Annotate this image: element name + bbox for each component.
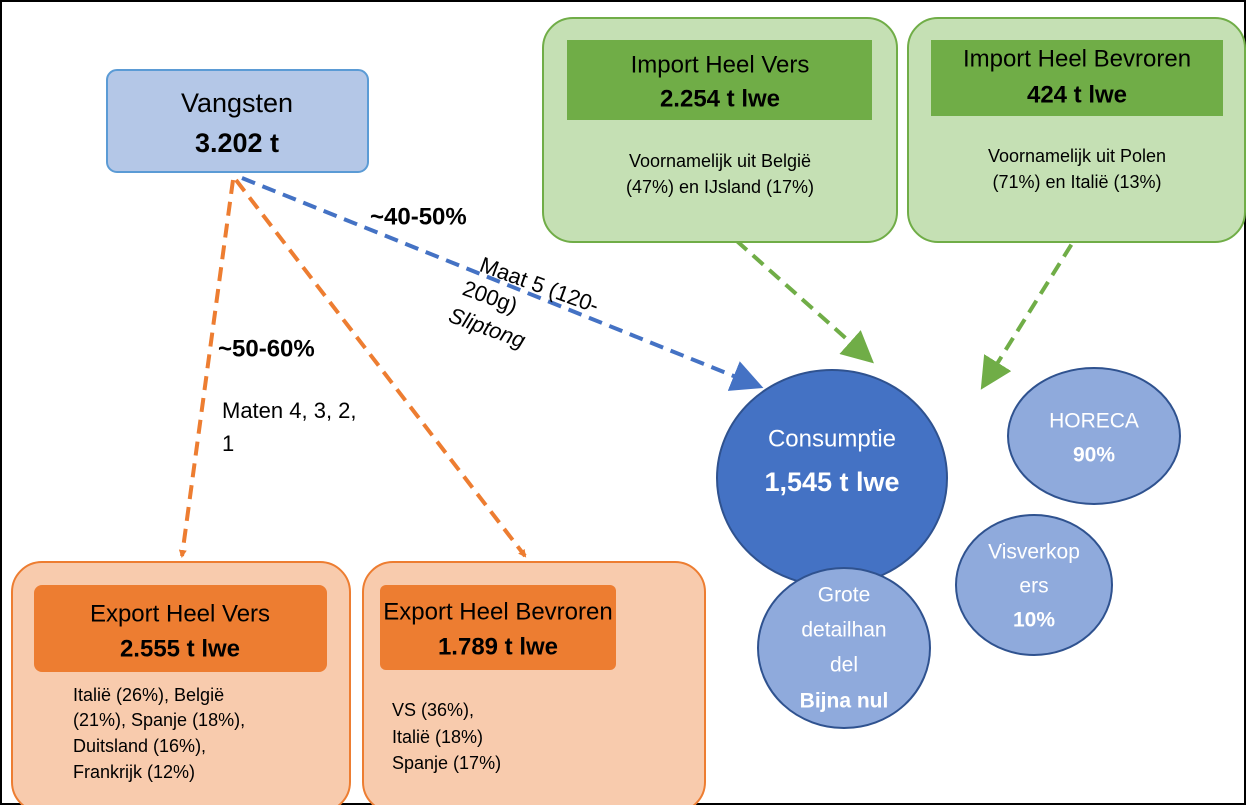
node-ellipse [1007, 367, 1181, 505]
node-ellipse [955, 514, 1113, 656]
node-note: Voornamelijk uit Polen [988, 146, 1166, 166]
edge-share: ~40-50% [370, 203, 467, 230]
arrow [234, 178, 527, 558]
node-value: 10% [1013, 609, 1055, 632]
note-line: Frankrijk (12%) [73, 762, 195, 782]
edge-share: ~50-60% [218, 335, 315, 362]
node-title: Vangsten [181, 88, 293, 118]
arrow [178, 179, 235, 558]
node-note: (47%) en IJsland (17%) [626, 177, 814, 197]
arrow [718, 224, 874, 364]
edge-label-line: Maten 4, 3, 2, [222, 398, 357, 423]
node-value: 90% [1073, 444, 1115, 467]
note-line: (21%), Spanje (18%), [73, 710, 245, 730]
node-value: Bijna nul [800, 690, 889, 713]
node-title: Consumptie [768, 425, 896, 452]
note-line: Spanje (17%) [392, 753, 501, 773]
note-line: VS (36%), [392, 700, 474, 720]
node-title: Import Heel Bevroren [963, 45, 1191, 72]
node-box [106, 69, 369, 173]
edge-label-line: 1 [222, 431, 234, 456]
node-title: Import Heel Vers [631, 51, 810, 78]
node-header [567, 40, 872, 120]
node-note: Voornamelijk uit België [629, 151, 811, 171]
node-header [34, 585, 327, 672]
node-title: Export Heel Bevroren [383, 598, 612, 625]
note-line: Duitsland (16%), [73, 736, 206, 756]
node-header [931, 40, 1223, 116]
node-header [380, 585, 616, 670]
node-value: 1.789 t lwe [438, 633, 558, 660]
note-line: Italië (26%), België [73, 685, 224, 705]
node-value: 2.254 t lwe [660, 85, 780, 112]
node-note: (71%) en Italië (13%) [992, 172, 1161, 192]
node-ellipse [757, 567, 931, 729]
node-title: ers [1019, 575, 1048, 598]
node-title: Visverkop [988, 541, 1080, 564]
node-title: Grote [818, 584, 871, 607]
node-title: Export Heel Vers [90, 600, 270, 627]
note-line: Italië (18%) [392, 727, 483, 747]
node-value: 424 t lwe [1027, 81, 1127, 108]
node-title: detailhan [801, 619, 886, 642]
node-value: 2.555 t lwe [120, 635, 240, 662]
arrow [241, 176, 764, 391]
node-note: VS (36%), Italië (18%) Spanje (17%) [392, 700, 501, 773]
node-value: 3.202 t [195, 128, 279, 158]
node-note: Italië (26%), België (21%), Spanje (18%)… [73, 685, 245, 782]
node-title: HORECA [1049, 410, 1139, 433]
node-title: del [830, 654, 858, 677]
arrow [980, 224, 1085, 390]
arrows [178, 176, 1085, 558]
node-value: 1,545 t lwe [764, 467, 899, 497]
